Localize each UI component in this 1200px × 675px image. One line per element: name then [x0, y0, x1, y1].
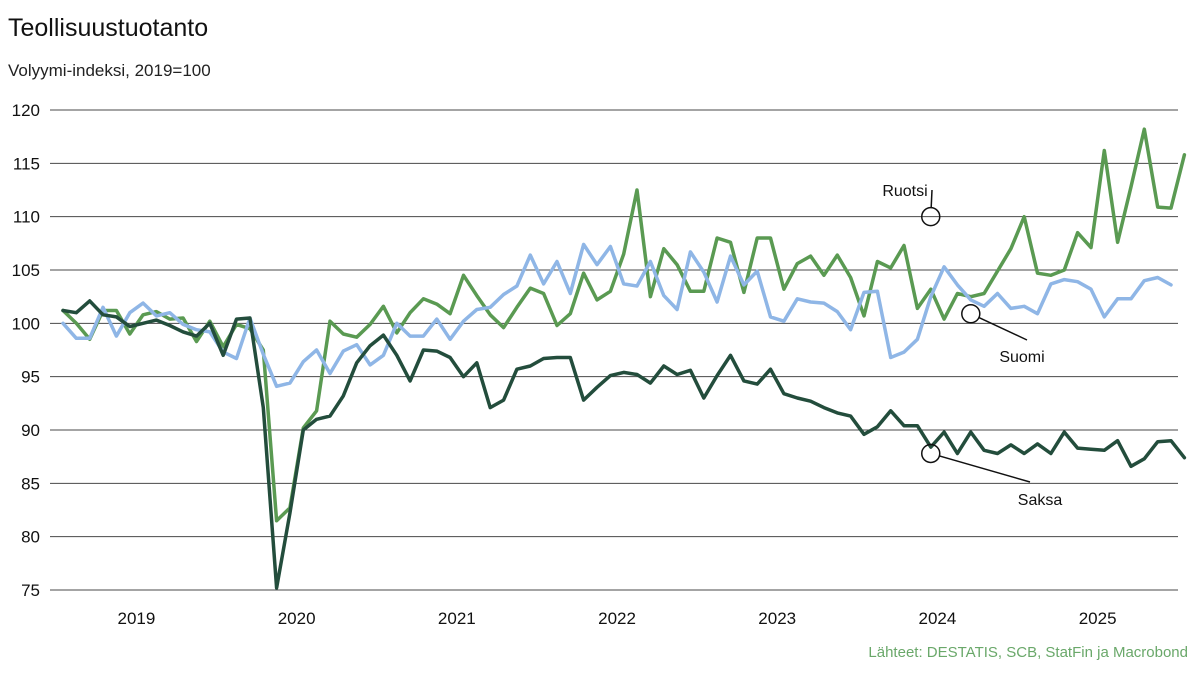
annotation-leader [978, 316, 1028, 341]
annotation-leader [930, 189, 933, 208]
x-tick-label: 2025 [1079, 609, 1117, 628]
annotations: Ruotsi Suomi Saksa [882, 183, 1062, 509]
annotation-marker [921, 206, 941, 227]
x-tick-label: 2020 [278, 609, 316, 628]
y-tick-label: 105 [12, 261, 40, 280]
chart-title: Teollisuustuotanto [8, 14, 209, 42]
annotation-label-suomi: Suomi [999, 349, 1044, 366]
x-tick-label: 2024 [919, 609, 957, 628]
series-lines [61, 127, 1187, 590]
y-tick-label: 110 [13, 208, 40, 227]
y-tick-label: 85 [21, 474, 40, 493]
series-line-suomi [61, 242, 1173, 389]
x-tick-label: 2021 [438, 609, 476, 628]
annotation-label-saksa: Saksa [1018, 492, 1063, 509]
chart-subtitle: Volyymi-indeksi, 2019=100 [8, 61, 211, 80]
y-tick-label: 120 [12, 101, 40, 120]
y-tick-label: 95 [21, 368, 40, 387]
y-tick-label: 100 [12, 314, 40, 333]
annotation-label-ruotsi: Ruotsi [882, 183, 927, 200]
series-line-ruotsi [61, 127, 1187, 523]
source-note: Lähteet: DESTATIS, SCB, StatFin ja Macro… [868, 644, 1188, 661]
y-axis-ticks: 75 80 85 90 95 100 105 110 115 120 [12, 101, 40, 600]
y-tick-label: 75 [21, 581, 40, 600]
series-line-saksa [61, 299, 1187, 590]
annotation-marker [961, 303, 981, 324]
annotation-marker [921, 443, 941, 464]
x-tick-label: 2019 [118, 609, 156, 628]
annotation-leader [939, 455, 1031, 483]
y-tick-label: 115 [13, 154, 40, 173]
y-tick-label: 80 [21, 528, 40, 547]
x-tick-label: 2022 [598, 609, 636, 628]
x-axis-ticks: 2019 2020 2021 2022 2023 2024 2025 [118, 609, 1117, 628]
y-tick-label: 90 [21, 421, 40, 440]
x-tick-label: 2023 [758, 609, 796, 628]
